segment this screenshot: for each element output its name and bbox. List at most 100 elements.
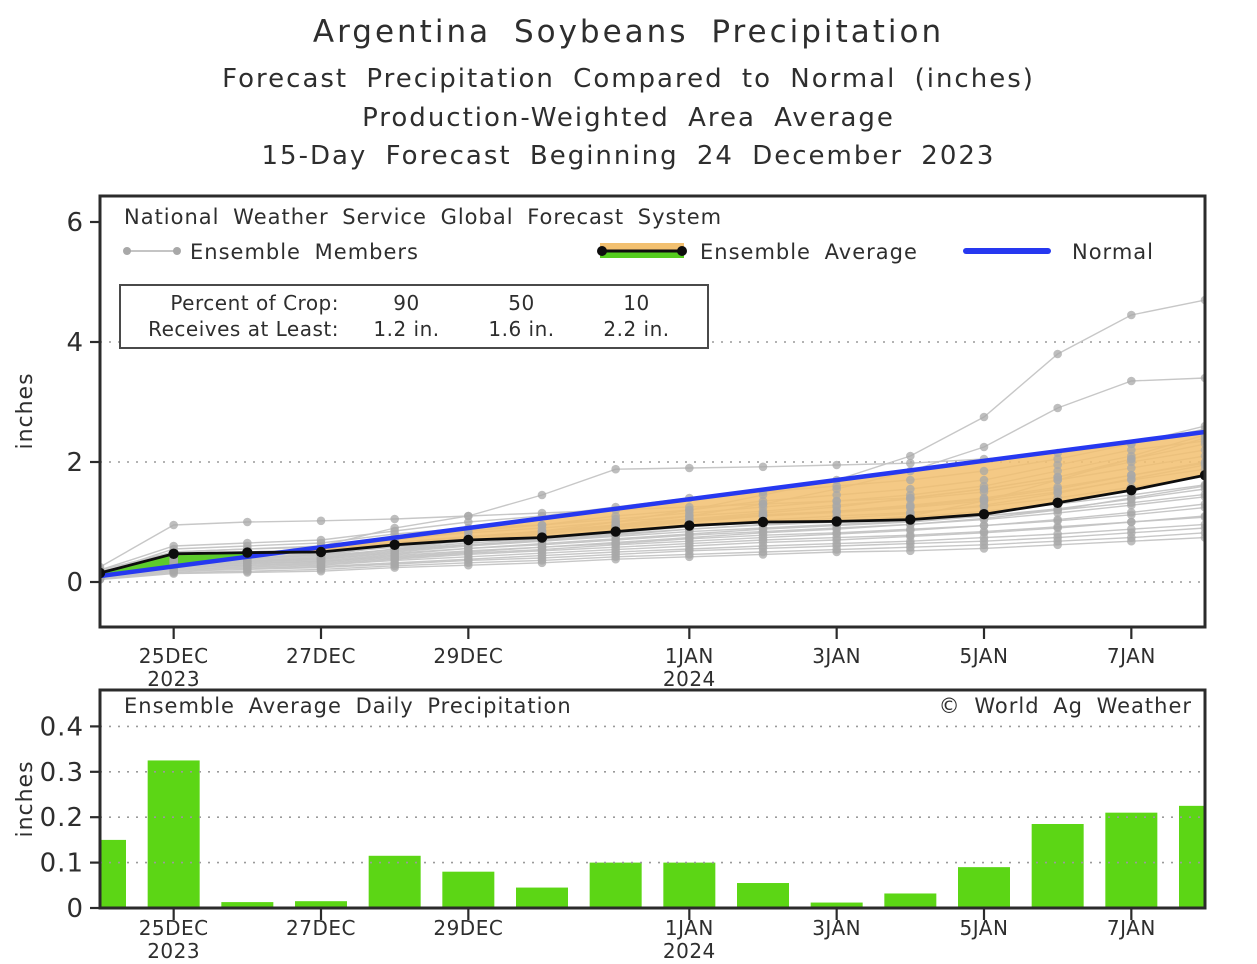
ensemble-member-line bbox=[100, 485, 1205, 579]
x-axis-tick-label: 7JAN bbox=[1107, 916, 1156, 940]
daily-precip-chart-title: Ensemble Average Daily Precipitation bbox=[124, 694, 572, 718]
ensemble-member-dot bbox=[169, 569, 178, 578]
ensemble-member-dot bbox=[390, 552, 399, 562]
ensemble-member-dot bbox=[832, 490, 841, 500]
legend-members-label: Ensemble Members bbox=[190, 240, 419, 264]
crop-percent-90: 90 bbox=[393, 291, 420, 315]
y-axis-tick-label: 0 bbox=[66, 894, 84, 924]
ensemble-member-dot bbox=[611, 464, 620, 474]
ensemble-member-dot bbox=[1127, 510, 1136, 520]
top-y-axis-title: inches bbox=[13, 372, 38, 449]
ensemble-member-dot bbox=[169, 541, 178, 551]
ensemble-member-dot bbox=[832, 481, 841, 491]
page-title: Argentina Soybeans Precipitation bbox=[312, 14, 945, 50]
ensemble-member-dot bbox=[1053, 460, 1062, 470]
daily-precip-bar bbox=[1105, 812, 1158, 908]
ensemble-member-dot bbox=[243, 538, 252, 548]
daily-bars-group bbox=[100, 760, 1205, 908]
ensemble-member-dot bbox=[1053, 475, 1062, 485]
ensemble-member-dot bbox=[979, 442, 989, 452]
ensemble-member-dot bbox=[1053, 349, 1062, 359]
ensemble-average-dot bbox=[536, 532, 548, 543]
ensemble-member-line bbox=[100, 493, 1205, 576]
ensemble-member-dot bbox=[906, 451, 915, 461]
x-axis-year-label: 2023 bbox=[147, 667, 200, 691]
ensemble-member-dot bbox=[1127, 445, 1136, 455]
ensemble-member-line bbox=[100, 527, 1205, 580]
y-axis-tick-label: 0.4 bbox=[40, 712, 84, 742]
y-axis-tick-label: 4 bbox=[66, 328, 84, 358]
ensemble-average-dot bbox=[315, 546, 327, 558]
legend-source-label: National Weather Service Global Forecast… bbox=[124, 205, 723, 229]
ensemble-average-dot bbox=[831, 516, 842, 527]
ensemble-average-line bbox=[100, 473, 1205, 575]
ensemble-member-dot bbox=[758, 496, 768, 506]
ensemble-member-dot bbox=[979, 466, 989, 476]
daily-precip-bar bbox=[295, 901, 347, 908]
ensemble-member-dot bbox=[1053, 505, 1062, 515]
ensemble-member-dot bbox=[1053, 466, 1062, 476]
daily-precip-bar bbox=[1031, 824, 1084, 908]
y-axis-tick-label: 0 bbox=[66, 568, 84, 598]
ensemble-members-swatch-icon bbox=[123, 247, 181, 255]
x-axis-tick-label: 5JAN bbox=[960, 916, 1009, 940]
ensemble-member-dot bbox=[611, 538, 620, 547]
crop-percent-10: 10 bbox=[623, 291, 650, 315]
ensemble-average-dot bbox=[610, 526, 621, 537]
ensemble-member-line bbox=[100, 532, 1205, 580]
subtitle-area-average: Production-Weighted Area Average bbox=[362, 103, 895, 133]
ensemble-member-dot bbox=[832, 500, 841, 510]
crop-percent-label: Percent of Crop: bbox=[170, 291, 339, 315]
ensemble-member-dot bbox=[243, 517, 252, 527]
x-axis-tick-label: 1JAN bbox=[665, 916, 714, 940]
ensemble-member-dot bbox=[390, 563, 399, 572]
daily-precip-bar bbox=[589, 862, 642, 908]
ensemble-average-dot bbox=[463, 534, 474, 546]
x-axis-year-label: 2024 bbox=[663, 939, 716, 963]
copyright-label: © World Ag Weather bbox=[938, 694, 1192, 718]
ensemble-member-dot bbox=[1053, 403, 1062, 413]
ensemble-member-dot bbox=[243, 568, 252, 577]
crop-table-row-amounts: Receives at Least: 1.2 in. 1.6 in. 2.2 i… bbox=[121, 316, 707, 342]
ensemble-average-dot bbox=[978, 509, 990, 520]
ensemble-member-dot bbox=[1053, 488, 1062, 498]
x-axis-tick-label: 25DEC bbox=[139, 916, 209, 940]
ensemble-member-dot bbox=[1127, 310, 1136, 320]
ensemble-member-line bbox=[100, 536, 1205, 581]
ensemble-member-dot bbox=[611, 554, 620, 564]
ensemble-member-dot bbox=[1127, 493, 1136, 503]
ensemble-member-dot bbox=[979, 412, 989, 422]
ensemble-member-dot bbox=[832, 506, 841, 516]
ensemble-member-dot bbox=[906, 546, 915, 556]
y-axis-tick-label: 0.3 bbox=[40, 758, 84, 788]
ensemble-average-dot bbox=[905, 514, 916, 525]
ensemble-member-dot bbox=[906, 502, 915, 511]
ensemble-member-dot bbox=[758, 462, 768, 472]
ensemble-member-dot bbox=[464, 517, 473, 527]
x-axis-tick-label: 29DEC bbox=[433, 916, 503, 940]
ensemble-member-dot bbox=[464, 560, 473, 570]
ensemble-member-dot bbox=[685, 552, 694, 562]
daily-precip-bar bbox=[663, 862, 716, 908]
ensemble-member-dot bbox=[537, 558, 547, 568]
crop-amount-10: 2.2 in. bbox=[603, 317, 670, 341]
ensemble-member-dot bbox=[1053, 522, 1062, 532]
ensemble-member-dot bbox=[611, 511, 620, 521]
ensemble-member-dot bbox=[979, 521, 989, 530]
ensemble-member-dot bbox=[758, 510, 768, 520]
ensemble-member-dot bbox=[979, 487, 989, 497]
legend-average-label: Ensemble Average bbox=[700, 240, 918, 264]
ensemble-member-dot bbox=[537, 542, 547, 552]
ensemble-average-dot bbox=[242, 547, 253, 558]
ensemble-member-dot bbox=[169, 520, 178, 530]
daily-precip-bar bbox=[516, 887, 568, 908]
bottom-y-axis-title: inches bbox=[13, 760, 38, 837]
ensemble-member-dot bbox=[685, 463, 694, 473]
x-axis-tick-label: 27DEC bbox=[286, 644, 356, 668]
ensemble-average-dot bbox=[168, 548, 179, 559]
x-axis-tick-label: 3JAN bbox=[812, 916, 861, 940]
ensemble-member-dot bbox=[1127, 536, 1136, 546]
ensemble-average-swatch-icon bbox=[597, 243, 687, 258]
